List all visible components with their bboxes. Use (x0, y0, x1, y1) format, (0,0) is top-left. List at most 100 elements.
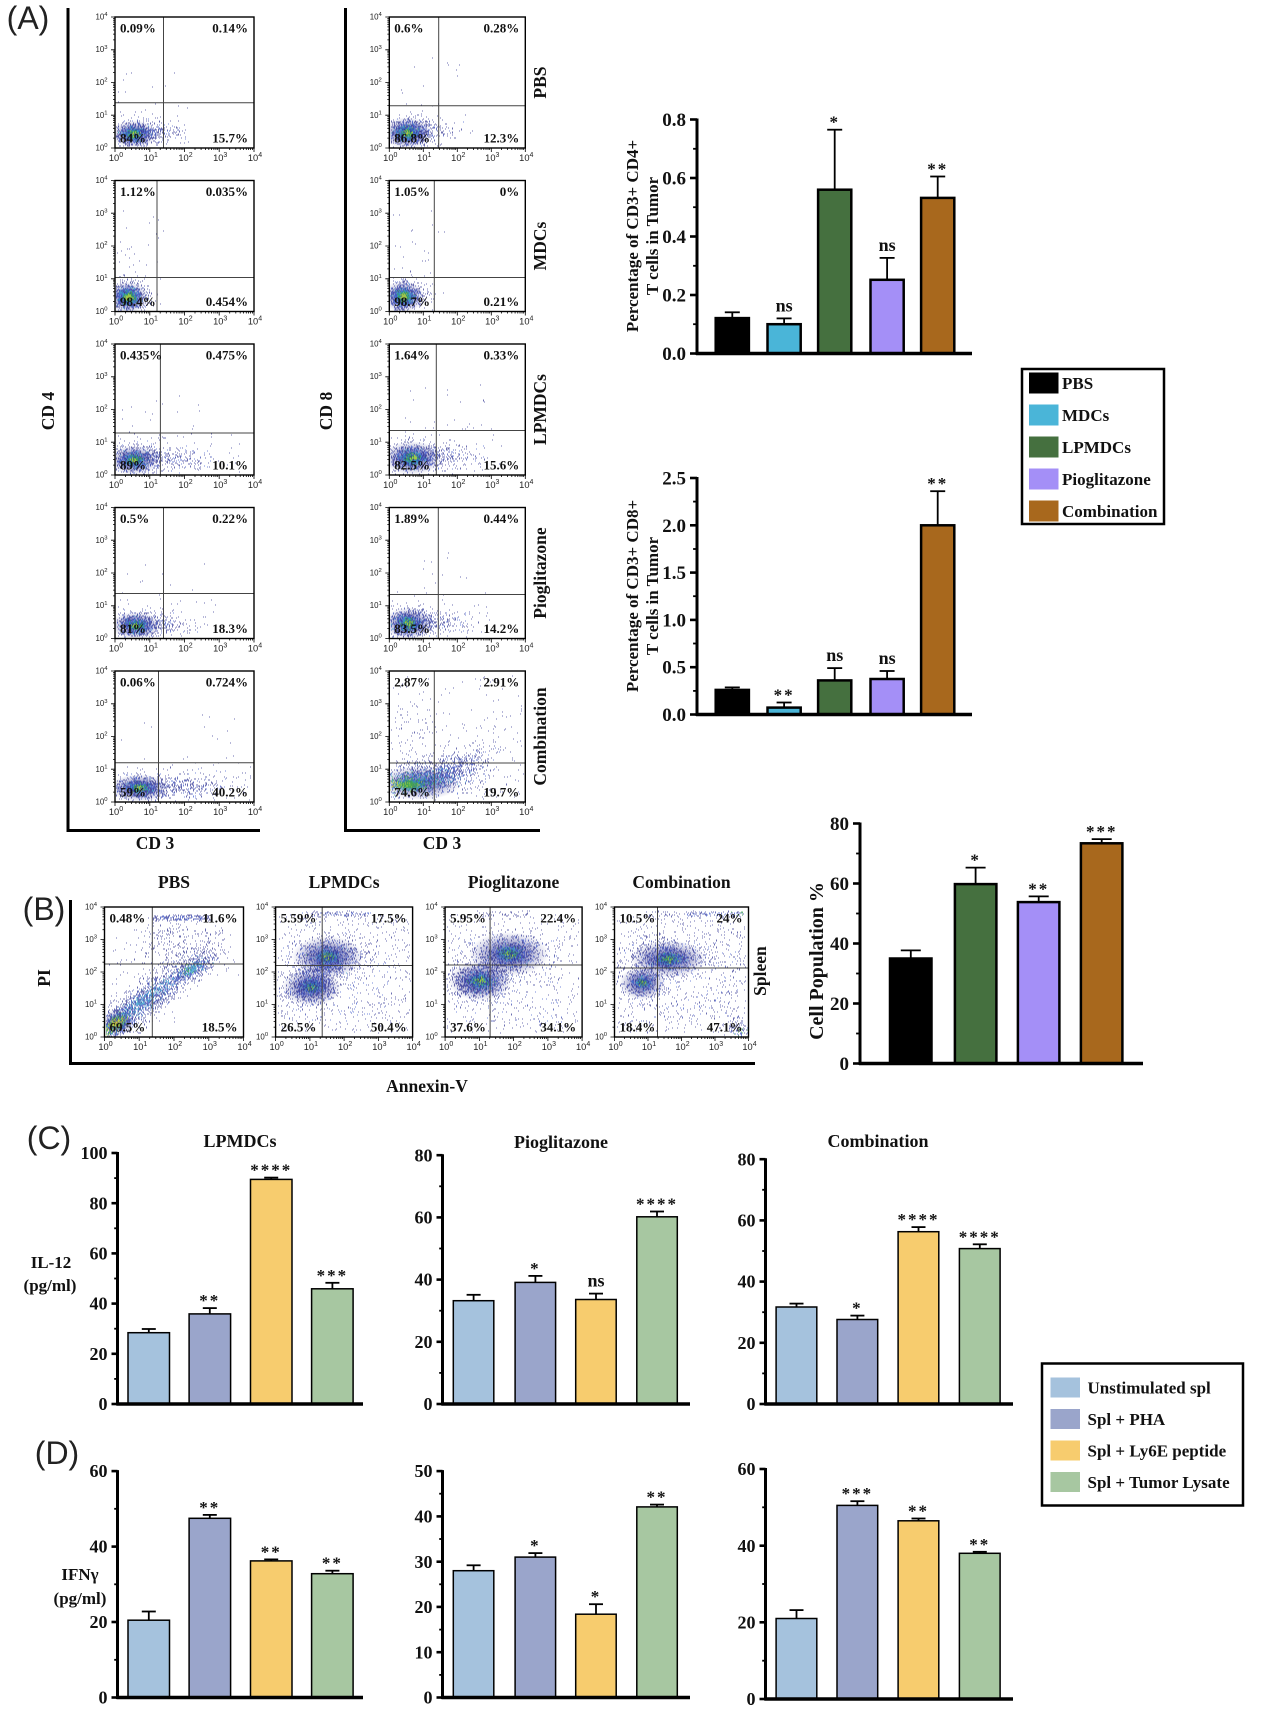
svg-text:104: 104 (406, 1041, 420, 1052)
svg-text:50: 50 (415, 1461, 433, 1481)
svg-text:102: 102 (338, 1041, 352, 1052)
svg-text:84%: 84% (120, 131, 146, 146)
svg-text:*: * (530, 1259, 541, 1278)
svg-text:103: 103 (95, 372, 108, 381)
svg-text:10: 10 (415, 1642, 433, 1662)
svg-text:100: 100 (109, 479, 123, 490)
svg-text:104: 104 (95, 176, 108, 185)
svg-text:100: 100 (269, 1041, 283, 1052)
svg-text:101: 101 (417, 806, 431, 817)
svg-text:Combination: Combination (1062, 502, 1158, 521)
svg-text:2.0: 2.0 (662, 516, 686, 537)
svg-text:T cells in Tumor: T cells in Tumor (643, 536, 662, 655)
svg-text:18.3%: 18.3% (212, 621, 248, 636)
svg-text:103: 103 (595, 935, 608, 944)
svg-text:(B): (B) (23, 891, 66, 927)
svg-text:102: 102 (370, 241, 382, 250)
svg-text:101: 101 (370, 601, 382, 610)
svg-text:Percentage of CD3+ CD4+: Percentage of CD3+ CD4+ (623, 140, 642, 332)
svg-text:****: **** (636, 1195, 678, 1214)
svg-text:0: 0 (747, 1394, 756, 1414)
svg-text:104: 104 (370, 666, 383, 675)
svg-text:83.5%: 83.5% (394, 621, 430, 636)
svg-text:101: 101 (370, 274, 382, 283)
svg-text:102: 102 (426, 967, 438, 976)
svg-text:100: 100 (426, 1032, 439, 1041)
svg-text:5.59%: 5.59% (281, 911, 317, 926)
svg-text:104: 104 (370, 176, 383, 185)
svg-text:20: 20 (90, 1344, 108, 1364)
svg-text:*: * (530, 1536, 541, 1555)
svg-text:Percentage of CD3+ CD8+: Percentage of CD3+ CD8+ (623, 500, 642, 692)
svg-text:*: * (852, 1299, 863, 1318)
svg-text:**: ** (322, 1554, 343, 1573)
svg-text:100: 100 (383, 479, 397, 490)
svg-text:102: 102 (178, 152, 192, 163)
svg-text:74.6%: 74.6% (394, 785, 430, 800)
svg-text:82.5%: 82.5% (394, 458, 430, 473)
svg-text:(D): (D) (35, 1435, 79, 1471)
svg-text:0: 0 (840, 1054, 850, 1075)
svg-text:(pg/ml): (pg/ml) (24, 1276, 77, 1295)
svg-text:0.48%: 0.48% (110, 911, 146, 926)
svg-text:40: 40 (830, 934, 849, 955)
svg-text:CD 8: CD 8 (316, 392, 336, 431)
svg-text:104: 104 (519, 316, 533, 327)
svg-text:104: 104 (248, 643, 262, 654)
svg-text:102: 102 (178, 643, 192, 654)
svg-text:1.5: 1.5 (662, 563, 686, 584)
svg-text:**: ** (774, 686, 795, 705)
svg-text:**: ** (199, 1291, 220, 1310)
svg-text:101: 101 (473, 1041, 487, 1052)
svg-text:ns: ns (776, 295, 793, 315)
svg-text:34.1%: 34.1% (540, 1020, 576, 1035)
svg-text:100: 100 (608, 1041, 622, 1052)
svg-text:10.5%: 10.5% (620, 911, 656, 926)
svg-text:1.0: 1.0 (662, 610, 686, 631)
svg-text:102: 102 (370, 405, 382, 414)
svg-text:103: 103 (95, 209, 108, 218)
svg-text:103: 103 (485, 152, 499, 163)
svg-text:PI: PI (34, 969, 54, 987)
svg-text:104: 104 (248, 316, 262, 327)
svg-text:86.8%: 86.8% (394, 131, 430, 146)
svg-text:102: 102 (95, 241, 107, 250)
svg-text:104: 104 (519, 152, 533, 163)
svg-text:20: 20 (415, 1332, 433, 1352)
svg-text:**: ** (927, 160, 948, 179)
svg-text:103: 103 (95, 699, 108, 708)
svg-text:103: 103 (95, 536, 108, 545)
svg-text:100: 100 (370, 143, 383, 152)
svg-text:40: 40 (738, 1272, 756, 1292)
svg-text:2.5: 2.5 (662, 469, 686, 490)
svg-text:*: * (591, 1587, 602, 1606)
svg-text:0.44%: 0.44% (484, 511, 520, 526)
svg-text:****: **** (250, 1161, 292, 1180)
svg-text:12.3%: 12.3% (484, 131, 520, 146)
svg-text:2.87%: 2.87% (394, 675, 430, 690)
svg-text:40: 40 (90, 1537, 108, 1557)
svg-text:104: 104 (95, 339, 108, 348)
svg-text:T cells in Tumor: T cells in Tumor (643, 176, 662, 295)
svg-text:104: 104 (519, 643, 533, 654)
svg-text:20: 20 (90, 1612, 108, 1632)
svg-text:LPMDCs: LPMDCs (530, 374, 550, 445)
svg-text:0: 0 (747, 1689, 756, 1709)
svg-text:59%: 59% (120, 785, 146, 800)
svg-text:0%: 0% (500, 184, 520, 199)
svg-text:80: 80 (830, 814, 849, 835)
svg-text:0.06%: 0.06% (120, 675, 156, 690)
svg-text:**: ** (908, 1502, 929, 1521)
svg-text:20: 20 (738, 1613, 756, 1633)
svg-text:0.435%: 0.435% (120, 348, 162, 363)
svg-text:60: 60 (90, 1244, 108, 1264)
svg-text:****: **** (959, 1227, 1001, 1246)
svg-text:26.5%: 26.5% (281, 1020, 317, 1035)
svg-text:Spl + PHA: Spl + PHA (1088, 1410, 1166, 1429)
svg-text:19.7%: 19.7% (484, 785, 520, 800)
svg-text:101: 101 (95, 765, 107, 774)
svg-text:LPMDCs: LPMDCs (309, 872, 380, 892)
svg-text:100: 100 (109, 316, 123, 327)
svg-text:100: 100 (98, 1041, 112, 1052)
svg-text:15.7%: 15.7% (212, 131, 248, 146)
